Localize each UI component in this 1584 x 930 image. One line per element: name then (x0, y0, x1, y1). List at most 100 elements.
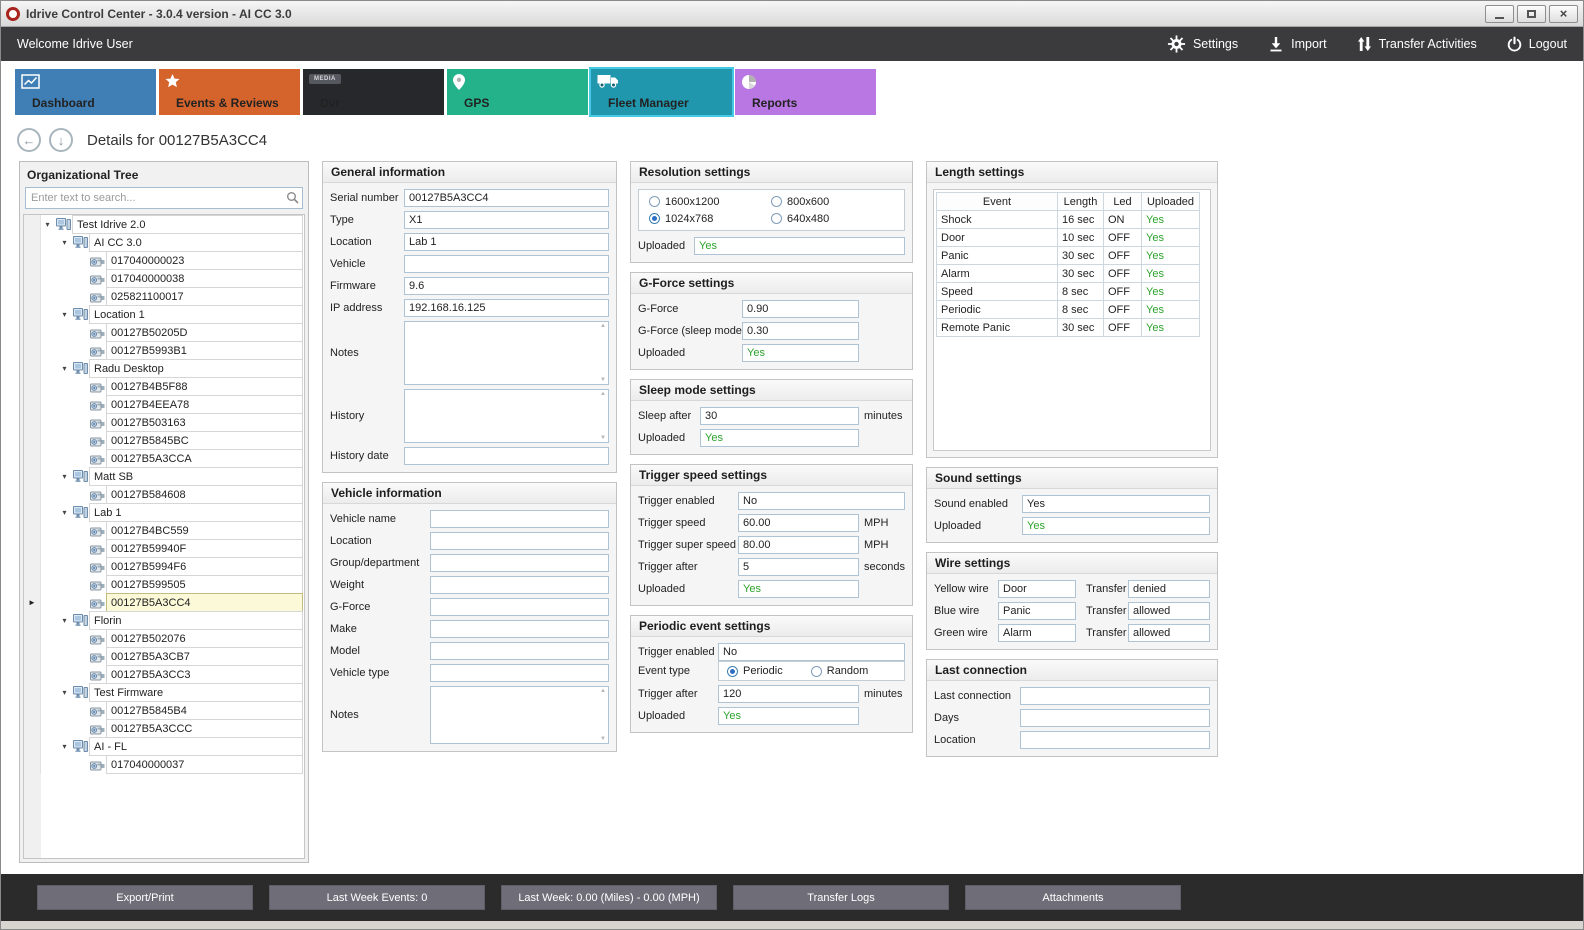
tree-group-florin[interactable]: ▾ Florin (24, 611, 304, 630)
tab-fleet-manager[interactable]: Fleet Manager (589, 67, 734, 117)
event-type-option-periodic[interactable]: Periodic (727, 665, 783, 677)
maximize-button[interactable] (1517, 4, 1546, 23)
resolution-option-1024x768[interactable]: 1024x768 (649, 213, 771, 225)
uploaded-input[interactable] (718, 707, 859, 725)
tree-device-00127b5a3cca[interactable]: 00127B5A3CCA (24, 449, 304, 468)
vehicle-input[interactable] (404, 255, 609, 273)
length-row-periodic[interactable]: Periodic 8 sec OFF Yes (936, 300, 1200, 319)
model-input[interactable] (430, 642, 609, 660)
uploaded-input[interactable] (738, 580, 859, 598)
tree-device-00127b584608[interactable]: 00127B584608 (24, 485, 304, 504)
tree-group-test-idrive-2-0[interactable]: ▾ Test Idrive 2.0 (24, 215, 304, 234)
group-department-input[interactable] (430, 554, 609, 572)
import-button[interactable]: Import (1268, 36, 1327, 52)
firmware-input[interactable] (404, 277, 609, 295)
history-date-input[interactable] (404, 447, 609, 465)
uploaded-input[interactable] (700, 429, 859, 447)
uploaded-input[interactable] (742, 344, 859, 362)
tree-device-00127b4eea78[interactable]: 00127B4EEA78 (24, 395, 304, 414)
type-input[interactable] (404, 211, 609, 229)
event-type-option-random[interactable]: Random (810, 665, 868, 677)
serial-number-input[interactable] (404, 189, 609, 207)
trigger-enabled-input[interactable] (718, 643, 905, 661)
tree-device-00127b503163[interactable]: 00127B503163 (24, 413, 304, 432)
tree-device-00127b59940f[interactable]: 00127B59940F (24, 539, 304, 558)
tree-device-00127b5a3ccc[interactable]: 00127B5A3CCC (24, 719, 304, 738)
tree-group-radu-desktop[interactable]: ▾ Radu Desktop (24, 359, 304, 378)
close-button[interactable]: × (1549, 4, 1578, 23)
logout-button[interactable]: Logout (1507, 36, 1567, 52)
expander-icon[interactable]: ▾ (62, 472, 67, 481)
expander-icon[interactable]: ▾ (62, 508, 67, 517)
expander-icon[interactable]: ▾ (62, 238, 67, 247)
green-wire-input[interactable] (998, 624, 1076, 642)
export-print-button[interactable]: Export/Print (37, 885, 253, 910)
tree-search-input[interactable] (25, 187, 303, 209)
trigger-super-speed-input[interactable] (738, 536, 859, 554)
g-force-input[interactable] (430, 598, 609, 616)
trigger-after-input[interactable] (718, 685, 859, 703)
expander-icon[interactable]: ▾ (62, 310, 67, 319)
length-row-speed[interactable]: Speed 8 sec OFF Yes (936, 282, 1200, 301)
ip-address-input[interactable] (404, 299, 609, 317)
length-row-alarm[interactable]: Alarm 30 sec OFF Yes (936, 264, 1200, 283)
back-button[interactable]: ← (17, 128, 41, 152)
transfer-activities-button[interactable]: Transfer Activities (1357, 36, 1477, 52)
length-row-door[interactable]: Door 10 sec OFF Yes (936, 228, 1200, 247)
expander-icon[interactable]: ▾ (45, 220, 50, 229)
resolution-option-640x480[interactable]: 640x480 (771, 213, 894, 225)
transfer-logs-button[interactable]: Transfer Logs (733, 885, 949, 910)
expander-icon[interactable]: ▾ (62, 616, 67, 625)
tree-device-025821100017[interactable]: 025821100017 (24, 287, 304, 306)
tree-group-ai-fl[interactable]: ▾ AI - FL (24, 737, 304, 756)
attachments-button[interactable]: Attachments (965, 885, 1181, 910)
yellow-wire-transfer-input[interactable] (1128, 580, 1210, 598)
expander-icon[interactable]: ▾ (62, 742, 67, 751)
notes-input[interactable] (404, 321, 609, 385)
trigger-speed-input[interactable] (738, 514, 859, 532)
expander-icon[interactable]: ▾ (62, 688, 67, 697)
location-input[interactable] (1020, 731, 1210, 749)
uploaded-input[interactable] (694, 237, 905, 255)
tree-group-test-firmware[interactable]: ▾ Test Firmware (24, 683, 304, 702)
tree-device-00127b599505[interactable]: 00127B599505 (24, 575, 304, 594)
tree-device-00127b5994f6[interactable]: 00127B5994F6 (24, 557, 304, 576)
length-row-panic[interactable]: Panic 30 sec OFF Yes (936, 246, 1200, 265)
tree-device-00127b5a3cb7[interactable]: 00127B5A3CB7 (24, 647, 304, 666)
weight-input[interactable] (430, 576, 609, 594)
minimize-button[interactable] (1485, 4, 1514, 23)
event-type-radio-periodic[interactable] (727, 665, 738, 677)
tree-device-00127b5993b1[interactable]: 00127B5993B1 (24, 341, 304, 360)
tree-device-00127b5845bc[interactable]: 00127B5845BC (24, 431, 304, 450)
blue-wire-transfer-input[interactable] (1128, 602, 1210, 620)
trigger-enabled-input[interactable] (738, 492, 905, 510)
tree-device-00127b5a3cc4[interactable]: ► 00127B5A3CC4 (24, 593, 304, 612)
tree-device-017040000023[interactable]: 017040000023 (24, 251, 304, 270)
vehicle-type-input[interactable] (430, 664, 609, 682)
tree-device-00127b4b5f88[interactable]: 00127B4B5F88 (24, 377, 304, 396)
green-wire-transfer-input[interactable] (1128, 624, 1210, 642)
vehicle-name-input[interactable] (430, 510, 609, 528)
blue-wire-input[interactable] (998, 602, 1076, 620)
tree-group-location-1[interactable]: ▾ Location 1 (24, 305, 304, 324)
resolution-radio-640x480[interactable] (771, 213, 782, 224)
last-week-events-button[interactable]: Last Week Events: 0 (269, 885, 485, 910)
expander-icon[interactable]: ▾ (62, 364, 67, 373)
make-input[interactable] (430, 620, 609, 638)
tab-dvr[interactable]: MEDIA Dvr (303, 69, 444, 115)
g-force-input[interactable] (742, 300, 859, 318)
tree-device-00127b5a3cc3[interactable]: 00127B5A3CC3 (24, 665, 304, 684)
sound-enabled-input[interactable] (1022, 495, 1210, 513)
last-connection-input[interactable] (1020, 687, 1210, 705)
event-type-radio-random[interactable] (810, 665, 822, 677)
settings-button[interactable]: Settings (1167, 35, 1238, 53)
resolution-radio-1600x1200[interactable] (649, 196, 660, 207)
length-row-shock[interactable]: Shock 16 sec ON Yes (936, 210, 1200, 229)
trigger-after-input[interactable] (738, 558, 859, 576)
scroll-down-button[interactable]: ↓ (49, 128, 73, 152)
yellow-wire-input[interactable] (998, 580, 1076, 598)
resolution-radio-800x600[interactable] (771, 196, 782, 207)
resolution-option-1600x1200[interactable]: 1600x1200 (649, 196, 771, 208)
history-input[interactable] (404, 389, 609, 443)
tree-device-00127b4bc559[interactable]: 00127B4BC559 (24, 521, 304, 540)
